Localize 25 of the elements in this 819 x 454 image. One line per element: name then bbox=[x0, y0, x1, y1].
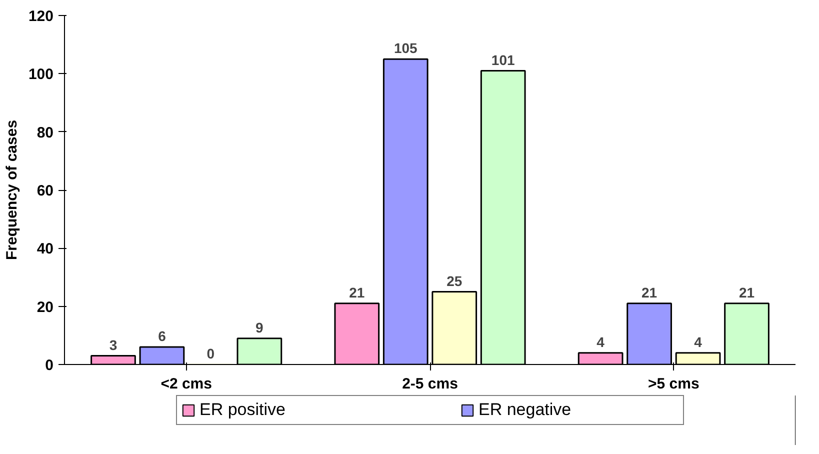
y-tick-label: 100 bbox=[28, 66, 54, 84]
data-label: 9 bbox=[256, 319, 264, 336]
y-tick-label: 80 bbox=[36, 124, 54, 142]
y-tick-label: 40 bbox=[36, 240, 54, 258]
x-tick-label: <2 cms bbox=[160, 376, 212, 392]
legend-label: ER negative bbox=[478, 400, 572, 420]
data-label: 25 bbox=[446, 272, 462, 289]
y-tick-label: 120 bbox=[28, 8, 54, 25]
data-label: 4 bbox=[694, 334, 702, 350]
legend-label: ER positive bbox=[200, 400, 286, 420]
data-label: 21 bbox=[642, 284, 658, 300]
data-label: 105 bbox=[394, 40, 418, 56]
x-tick-label: 2-5 cms bbox=[402, 376, 458, 392]
data-label: 4 bbox=[596, 334, 605, 350]
y-axis-title: Frequency of cases bbox=[3, 120, 20, 260]
data-label: 21 bbox=[738, 284, 755, 300]
y-tick-label: 60 bbox=[36, 182, 54, 200]
data-label: 21 bbox=[349, 284, 365, 300]
data-label: 0 bbox=[206, 346, 215, 362]
data-label: 101 bbox=[491, 52, 515, 68]
data-label: 3 bbox=[109, 336, 118, 353]
data-label: 6 bbox=[158, 328, 166, 344]
y-tick-label: 20 bbox=[36, 298, 54, 316]
y-tick-label: 0 bbox=[45, 357, 54, 374]
x-tick-label: >5 cms bbox=[648, 376, 700, 392]
